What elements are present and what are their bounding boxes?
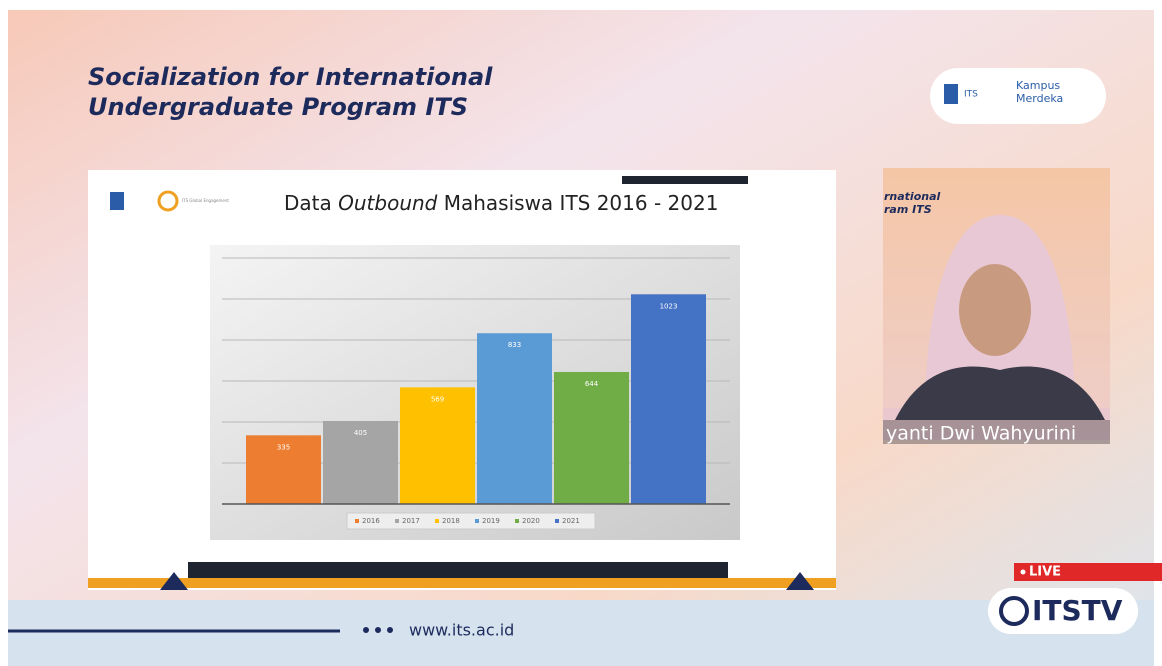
legend-label: 2021 xyxy=(562,517,580,525)
value-label: 644 xyxy=(585,380,599,388)
legend-swatch xyxy=(355,519,359,523)
legend-label: 2017 xyxy=(402,517,420,525)
legend-label: 2018 xyxy=(442,517,460,525)
its-logo xyxy=(944,84,958,104)
bar xyxy=(631,294,706,504)
logo-text: Merdeka xyxy=(1016,92,1063,105)
legend-label: 2016 xyxy=(362,517,380,525)
value-label: 405 xyxy=(354,429,367,437)
footer-url[interactable]: www.its.ac.id xyxy=(409,621,514,640)
value-label: 335 xyxy=(277,443,290,451)
legend-label: 2020 xyxy=(522,517,540,525)
speaker-face xyxy=(959,264,1031,356)
legend-swatch xyxy=(515,519,519,523)
bar xyxy=(477,333,552,504)
bar xyxy=(554,372,629,504)
title: Undergraduate Program ITS xyxy=(88,93,468,121)
chart-title-part: Data xyxy=(284,191,338,215)
logo-text: Kampus xyxy=(1016,79,1060,92)
footer-band xyxy=(8,600,1154,666)
live-text: LIVE xyxy=(1029,565,1061,580)
logo-text: ITS Global Engagement xyxy=(182,198,229,203)
footer-dot xyxy=(375,627,381,633)
legend-swatch xyxy=(435,519,439,523)
logo-text: ITS xyxy=(964,90,978,100)
footer-dot xyxy=(363,627,369,633)
legend-swatch xyxy=(395,519,399,523)
speaker-name: yanti Dwi Wahyurini xyxy=(886,423,1076,445)
slide-strip xyxy=(88,578,836,588)
chart-title-part: Outbound xyxy=(338,191,438,215)
slide-bar xyxy=(188,562,728,578)
its-logo xyxy=(110,192,124,210)
slide-bar xyxy=(622,176,748,184)
live-dot xyxy=(1021,570,1026,575)
legend-swatch xyxy=(555,519,559,523)
footer-dot xyxy=(387,627,393,633)
channel-name: ITSTV xyxy=(1032,594,1123,627)
video-overlay: rnational xyxy=(884,190,941,203)
title: Socialization for International xyxy=(88,63,493,91)
legend-label: 2019 xyxy=(482,517,500,525)
legend-swatch xyxy=(475,519,479,523)
value-label: 569 xyxy=(431,395,444,403)
chart-title: Data Outbound Mahasiswa ITS 2016 - 2021 xyxy=(284,191,718,215)
bar xyxy=(400,387,475,504)
page: Socialization for International Undergra… xyxy=(0,0,1162,666)
video-overlay: ram ITS xyxy=(884,203,932,216)
screen: Socialization for International Undergra… xyxy=(0,0,1162,666)
chart-title-part: Mahasiswa ITS 2016 - 2021 xyxy=(437,191,718,215)
value-label: 833 xyxy=(508,341,521,349)
value-label: 1023 xyxy=(660,302,678,310)
